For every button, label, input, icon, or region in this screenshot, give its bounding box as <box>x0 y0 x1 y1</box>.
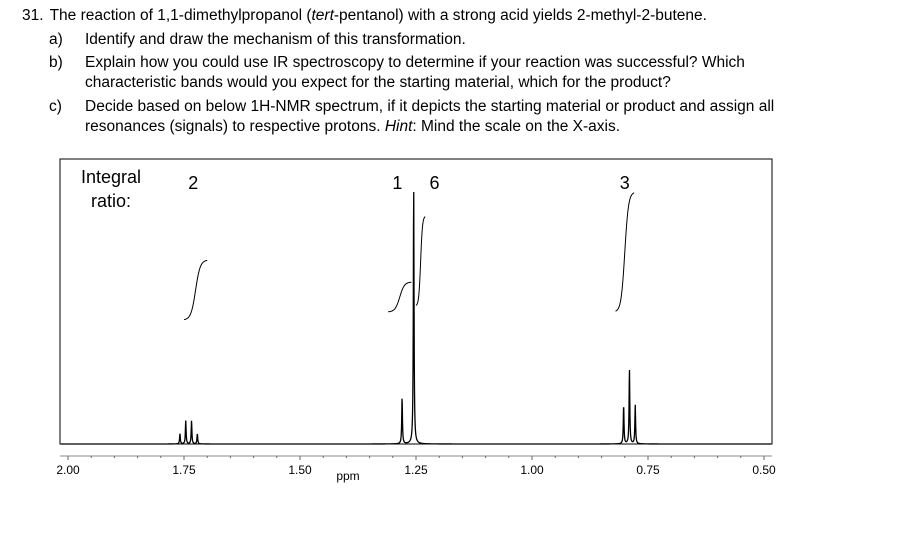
part-text: : Mind the scale on the X-axis. <box>412 118 621 135</box>
integral-value-label: 3 <box>620 173 630 193</box>
integral-ratio-label: ratio: <box>91 191 131 211</box>
part-text: Identify and draw the mechanism of this … <box>85 31 466 48</box>
integral-value-label: 1 <box>392 173 402 193</box>
x-axis-ticks: 2.00 1.75 1.50 1.25 1.00 0.75 0.50 <box>56 456 776 477</box>
spectrum-trace <box>61 192 771 445</box>
part-text-line2: resonances (signals) to respective proto… <box>85 117 620 137</box>
question-title: 31. The reaction of 1,1-dimethylpropanol … <box>22 6 707 26</box>
question-text-after: -pentanol) with a strong acid yields 2-m… <box>333 7 707 24</box>
x-tick-label: 1.25 <box>404 463 428 477</box>
x-tick-label: 1.75 <box>172 463 196 477</box>
integral-labels: 2 1 6 3 <box>188 173 630 193</box>
plot-frame <box>59 158 773 445</box>
part-text: Decide based on below 1H-NMR spectrum, i… <box>85 98 775 115</box>
part-label: b) <box>49 54 63 71</box>
integral-ratio-label: Integral <box>81 167 141 187</box>
x-tick-label: 0.50 <box>752 463 776 477</box>
question-text-before: The reaction of 1,1-dimethylpropanol ( <box>49 7 312 24</box>
x-tick-label: 2.00 <box>56 463 80 477</box>
integral-curve <box>388 281 412 313</box>
part-text: resonances (signals) to respective proto… <box>85 118 385 135</box>
part-c: c) Decide based on below 1H-NMR spectrum… <box>49 97 774 135</box>
integral-curves <box>183 192 635 321</box>
x-tick-label: 0.75 <box>636 463 660 477</box>
part-label: a) <box>49 31 63 48</box>
part-a: a) Identify and draw the mechanism of th… <box>49 30 466 50</box>
integral-value-label: 6 <box>430 173 440 193</box>
part-text: characteristic bands would you expect fo… <box>85 74 671 91</box>
hint-label: Hint <box>384 118 413 135</box>
integral-curve <box>615 192 635 312</box>
part-b: b) Explain how you could use IR spectros… <box>49 53 745 91</box>
x-axis-label: ppm <box>336 469 359 483</box>
x-tick-label: 1.50 <box>288 463 312 477</box>
integral-curve <box>415 216 426 306</box>
question-number: 31. <box>22 7 44 24</box>
part-text: Explain how you could use IR spectroscop… <box>85 54 745 71</box>
question-text-italic: tert <box>311 7 334 24</box>
x-tick-label: 1.00 <box>520 463 544 477</box>
integral-curve <box>183 259 208 321</box>
part-label: c) <box>49 98 62 115</box>
integral-value-label: 2 <box>188 173 198 193</box>
